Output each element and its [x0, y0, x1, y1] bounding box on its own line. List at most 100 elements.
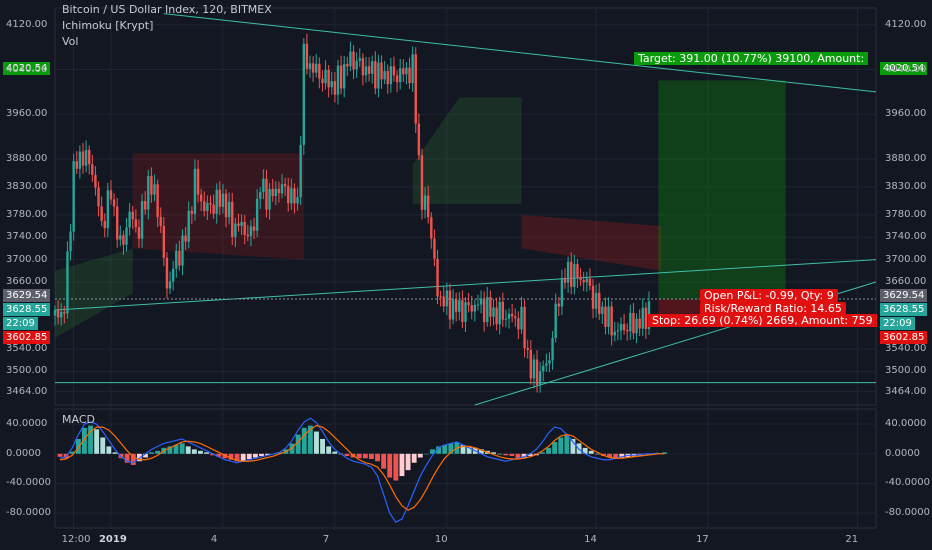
candle	[224, 193, 228, 218]
macd-histogram-bar	[393, 453, 399, 481]
candle	[408, 67, 411, 83]
candle	[566, 261, 570, 283]
time-tick-label: 17	[696, 534, 709, 545]
candle	[333, 81, 337, 95]
macd-histogram-bar	[417, 453, 423, 458]
candle	[374, 61, 377, 89]
candle	[84, 149, 88, 166]
macd-histogram-bar	[124, 453, 130, 463]
macd-histogram-bar	[521, 453, 527, 458]
candle	[178, 250, 181, 266]
candle	[420, 155, 424, 210]
candle	[240, 221, 243, 226]
macd-histogram-bar	[167, 446, 173, 454]
macd-histogram-bar	[332, 451, 338, 454]
macd-histogram-bar	[375, 453, 380, 462]
price-tick-label: 3464.00	[6, 385, 48, 397]
macd-histogram-bar	[582, 447, 588, 454]
candle	[542, 365, 545, 372]
candle	[607, 306, 610, 327]
macd-pane	[54, 408, 877, 529]
candle	[318, 63, 321, 79]
macd-histogram-bar	[69, 451, 75, 454]
macd-histogram-bar	[662, 452, 667, 454]
candle	[616, 330, 620, 332]
candle	[56, 309, 60, 318]
price-tick-label: 3960.00	[6, 108, 48, 120]
price-tick-label: 3740.00	[885, 231, 927, 243]
candle	[103, 220, 106, 229]
candle	[134, 219, 138, 228]
candle	[479, 298, 483, 305]
candle	[641, 307, 644, 329]
macd-label[interactable]: MACD	[62, 413, 95, 426]
candle	[501, 301, 505, 320]
macd-histogram-bar	[362, 453, 368, 459]
countdown-tag-left: 22:09	[3, 317, 38, 330]
candle	[514, 316, 517, 319]
candle	[436, 258, 439, 297]
price-tick-label: 3830.00	[6, 180, 48, 192]
candle	[72, 161, 75, 232]
candle	[454, 299, 458, 312]
candle	[147, 175, 150, 210]
candle	[532, 359, 536, 379]
macd-histogram-bar	[539, 452, 545, 454]
macd-histogram-bar	[356, 453, 362, 459]
candle	[302, 43, 305, 145]
macd-histogram-bar	[307, 425, 313, 454]
candle	[66, 251, 69, 314]
candle	[227, 201, 231, 218]
macd-histogram-bar	[546, 447, 551, 454]
candle	[283, 184, 287, 187]
macd-histogram-bar	[289, 443, 295, 454]
candle	[115, 206, 119, 240]
candle	[122, 235, 125, 245]
candle	[476, 304, 480, 306]
candle	[563, 277, 567, 283]
candle	[588, 278, 592, 286]
macd-histogram-bar	[179, 443, 185, 454]
macd-histogram-bar	[558, 437, 564, 454]
indicator-vol-label[interactable]: Vol	[62, 35, 79, 48]
candle	[414, 54, 417, 124]
ichimoku-cloud-bear	[521, 214, 662, 271]
candle	[601, 306, 604, 314]
candle	[473, 304, 477, 312]
candle	[389, 66, 393, 85]
stop-price-tag-right: 3602.85	[880, 331, 928, 344]
candle	[461, 300, 464, 322]
candle	[299, 144, 302, 198]
macd-tick-label: -40.0000	[885, 477, 930, 489]
candle	[206, 202, 209, 211]
candle	[392, 66, 396, 76]
candle	[94, 174, 97, 188]
macd-histogram-bar	[185, 446, 191, 454]
stop-price-tag-left: 3602.85	[3, 331, 51, 344]
candle	[629, 312, 632, 332]
macd-histogram-bar	[106, 446, 112, 454]
indicator-ichimoku-label[interactable]: Ichimoku [Krypt]	[62, 19, 154, 32]
candle	[585, 278, 588, 283]
macd-histogram-bar	[155, 450, 161, 454]
candle	[159, 216, 162, 227]
price-tick-label: 3540.00	[885, 343, 927, 355]
macd-histogram-bar	[259, 453, 264, 457]
macd-histogram-bar	[503, 453, 509, 456]
candle	[339, 65, 343, 89]
candle	[395, 75, 399, 83]
macd-histogram-bar	[88, 425, 93, 454]
candle	[458, 300, 461, 312]
candle	[109, 190, 113, 200]
candle	[91, 164, 94, 175]
target-label: Target: 391.00 (10.77%) 39100, Amount:	[634, 52, 869, 65]
candle	[598, 292, 601, 314]
candle	[510, 313, 514, 317]
candle	[548, 360, 551, 364]
price-tick-label: 3780.00	[6, 208, 48, 220]
candle	[193, 168, 197, 214]
macd-histogram-bar	[466, 446, 472, 454]
price-tick-label: 4040.00	[885, 63, 927, 75]
macd-histogram-bar	[295, 434, 301, 454]
